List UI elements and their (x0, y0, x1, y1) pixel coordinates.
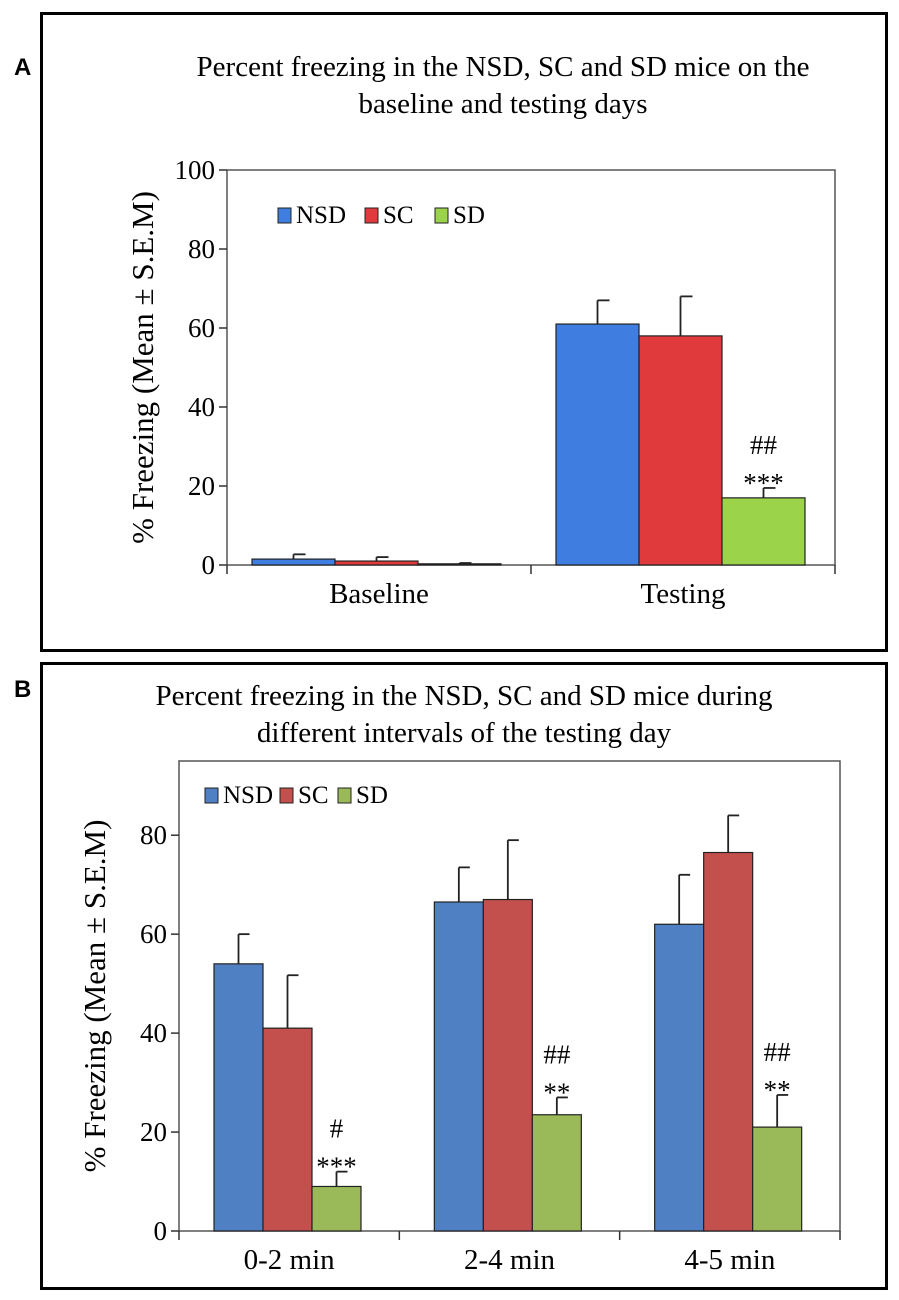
legend-swatch-sc (279, 787, 294, 804)
y-tick-label: 80 (188, 234, 215, 264)
bar-sd-0-2-min (311, 1185, 362, 1232)
y-tick-label: 80 (140, 820, 167, 850)
y-tick-label: 40 (140, 1018, 167, 1048)
legend-swatch-nsd (277, 207, 292, 224)
bar-nsd-0-2-min (213, 963, 264, 1232)
legend-label-sd: SD (453, 202, 485, 229)
legend-label-sc: SC (298, 782, 329, 809)
y-tick-label: 20 (188, 471, 215, 501)
bar-sc-testing (638, 335, 723, 566)
significance-marker: # (330, 1114, 344, 1144)
chart-title-line: baseline and testing days (358, 88, 647, 120)
legend-swatch-sc (364, 207, 379, 224)
chart-title-line: different intervals of the testing day (257, 717, 672, 749)
significance-marker: ## (543, 1039, 571, 1069)
chart-a: Percent freezing in the NSD, SC and SD m… (125, 51, 836, 610)
legend-label-sc: SC (383, 202, 414, 229)
bar-sd-2-4-min (531, 1114, 582, 1232)
significance-marker: *** (743, 468, 784, 498)
significance-marker: ** (764, 1075, 791, 1105)
legend-label-nsd: NSD (223, 782, 273, 809)
bar-sd-4-5-min (752, 1126, 803, 1232)
panel-b-letter: B (14, 676, 32, 703)
significance-marker: ## (750, 430, 778, 460)
bar-nsd-baseline (251, 558, 336, 566)
legend-swatch-sd (434, 207, 449, 224)
legend-swatch-sd (337, 787, 352, 804)
bar-sd-baseline (417, 563, 502, 566)
bar-sc-2-4-min (482, 898, 533, 1232)
bar-nsd-4-5-min (654, 923, 705, 1232)
chart-title-line: Percent freezing in the NSD, SC and SD m… (156, 680, 773, 712)
y-tick-label: 0 (154, 1216, 168, 1246)
legend-label-sd: SD (356, 782, 388, 809)
x-category-label: 2-4 min (464, 1244, 556, 1276)
legend-swatch-nsd (204, 787, 219, 804)
bar-nsd-2-4-min (433, 901, 484, 1232)
y-axis-label: % Freezing (Mean ± S.E.M) (125, 191, 160, 544)
chart-title-line: Percent freezing in the NSD, SC and SD m… (197, 51, 810, 83)
significance-marker: ** (543, 1077, 570, 1107)
legend-label-nsd: NSD (296, 202, 346, 229)
y-tick-label: 60 (188, 313, 215, 343)
y-axis-label: % Freezing (Mean ± S.E.M) (77, 820, 112, 1173)
bar-sc-4-5-min (703, 851, 754, 1232)
bar-sc-0-2-min (262, 1027, 313, 1232)
y-tick-label: 60 (140, 919, 167, 949)
bar-nsd-testing (555, 323, 640, 566)
significance-marker: *** (316, 1152, 357, 1182)
bar-sd-testing (721, 497, 806, 566)
x-category-label: 4-5 min (684, 1244, 776, 1276)
x-category-label: 0-2 min (244, 1244, 336, 1276)
x-category-label: Baseline (329, 578, 429, 610)
y-tick-label: 0 (202, 550, 216, 580)
chart-b: Percent freezing in the NSD, SC and SD m… (77, 680, 841, 1276)
bar-sc-baseline (334, 560, 419, 566)
x-category-label: Testing (641, 578, 726, 610)
panel-a-letter: A (14, 54, 32, 81)
y-tick-label: 40 (188, 392, 215, 422)
y-tick-label: 20 (140, 1117, 167, 1147)
significance-marker: ## (764, 1037, 792, 1067)
y-tick-label: 100 (175, 155, 216, 185)
